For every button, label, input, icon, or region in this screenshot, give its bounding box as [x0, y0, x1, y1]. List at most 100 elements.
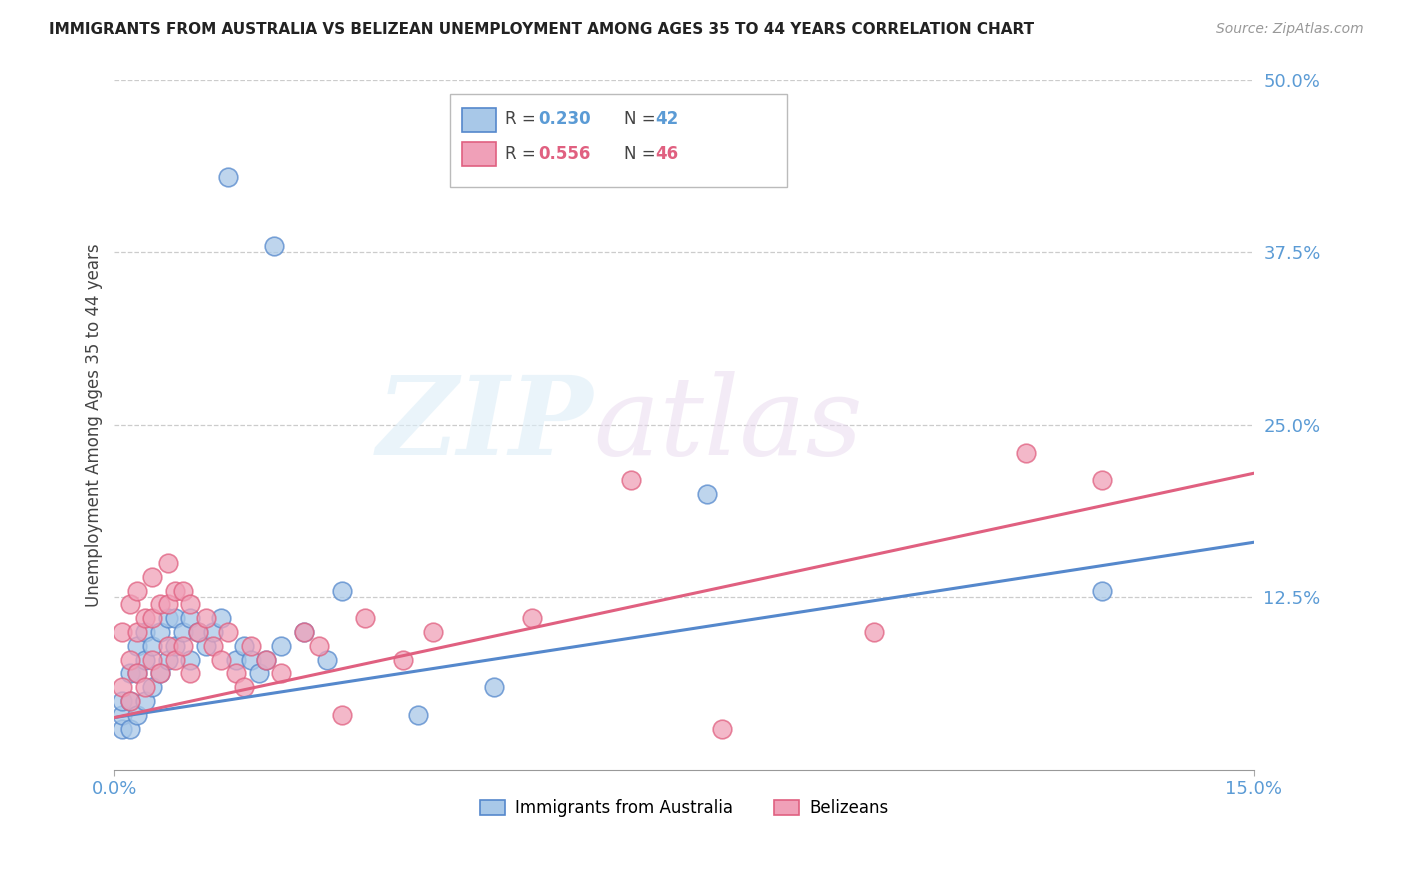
Point: [165, 652, 187, 666]
Point: [202, 639, 225, 653]
Point: [254, 652, 277, 666]
Point: [1015, 445, 1038, 459]
Point: [127, 639, 149, 653]
Point: [127, 707, 149, 722]
Point: [118, 694, 141, 708]
Point: [141, 639, 163, 653]
Text: IMMIGRANTS FROM AUSTRALIA VS BELIZEAN UNEMPLOYMENT AMONG AGES 35 TO 44 YEARS COR: IMMIGRANTS FROM AUSTRALIA VS BELIZEAN UN…: [49, 22, 1035, 37]
Point: [118, 666, 141, 681]
Point: [156, 639, 179, 653]
Point: [1091, 583, 1114, 598]
Point: [179, 652, 201, 666]
Text: atlas: atlas: [593, 371, 862, 479]
Point: [710, 722, 733, 736]
Point: [118, 598, 141, 612]
Point: [134, 625, 156, 640]
FancyBboxPatch shape: [450, 94, 786, 187]
Point: [354, 611, 377, 625]
Point: [392, 652, 415, 666]
Point: [156, 598, 179, 612]
Point: [316, 652, 339, 666]
Point: [134, 694, 156, 708]
Text: ZIP: ZIP: [377, 371, 593, 479]
Point: [172, 639, 194, 653]
Point: [187, 625, 209, 640]
Point: [194, 611, 217, 625]
Point: [111, 707, 134, 722]
Text: 0.230: 0.230: [538, 111, 591, 128]
Point: [149, 666, 172, 681]
Point: [127, 625, 149, 640]
Point: [696, 487, 718, 501]
Point: [270, 666, 292, 681]
Point: [149, 625, 172, 640]
Point: [127, 583, 149, 598]
Point: [247, 666, 270, 681]
Point: [254, 652, 277, 666]
Point: [263, 238, 285, 252]
Point: [209, 652, 232, 666]
Point: [292, 625, 315, 640]
Point: [194, 639, 217, 653]
Y-axis label: Unemployment Among Ages 35 to 44 years: Unemployment Among Ages 35 to 44 years: [86, 244, 103, 607]
Point: [165, 639, 187, 653]
Point: [111, 694, 134, 708]
Point: [240, 639, 263, 653]
Text: N =: N =: [624, 145, 661, 163]
Text: N =: N =: [624, 111, 661, 128]
Point: [202, 625, 225, 640]
Point: [482, 680, 505, 694]
Point: [156, 652, 179, 666]
Text: R =: R =: [505, 145, 541, 163]
Point: [330, 707, 353, 722]
Point: [270, 639, 292, 653]
Point: [187, 625, 209, 640]
Text: 46: 46: [655, 145, 679, 163]
Point: [179, 598, 201, 612]
Point: [225, 666, 247, 681]
Point: [156, 611, 179, 625]
Point: [1091, 473, 1114, 487]
Point: [118, 694, 141, 708]
Point: [406, 707, 429, 722]
Point: [134, 611, 156, 625]
Point: [330, 583, 353, 598]
Point: [217, 625, 239, 640]
Point: [127, 666, 149, 681]
Point: [111, 722, 134, 736]
Point: [118, 722, 141, 736]
Text: 42: 42: [655, 111, 679, 128]
Point: [225, 652, 247, 666]
Point: [863, 625, 886, 640]
Point: [240, 652, 263, 666]
Point: [179, 666, 201, 681]
Point: [209, 611, 232, 625]
Point: [172, 625, 194, 640]
Point: [165, 611, 187, 625]
Point: [232, 680, 254, 694]
Point: [422, 625, 444, 640]
Point: [134, 652, 156, 666]
Point: [232, 639, 254, 653]
Point: [179, 611, 201, 625]
Point: [292, 625, 315, 640]
Point: [308, 639, 330, 653]
Point: [156, 556, 179, 570]
Point: [127, 666, 149, 681]
Point: [141, 611, 163, 625]
Point: [141, 652, 163, 666]
Point: [111, 680, 134, 694]
Legend: Immigrants from Australia, Belizeans: Immigrants from Australia, Belizeans: [472, 792, 896, 824]
Point: [141, 680, 163, 694]
Point: [141, 570, 163, 584]
Point: [172, 583, 194, 598]
Text: 0.556: 0.556: [538, 145, 591, 163]
Point: [134, 680, 156, 694]
Bar: [461, 108, 496, 132]
Point: [620, 473, 643, 487]
Point: [149, 598, 172, 612]
Point: [217, 169, 239, 184]
Point: [111, 625, 134, 640]
Bar: [461, 142, 496, 166]
Point: [149, 666, 172, 681]
